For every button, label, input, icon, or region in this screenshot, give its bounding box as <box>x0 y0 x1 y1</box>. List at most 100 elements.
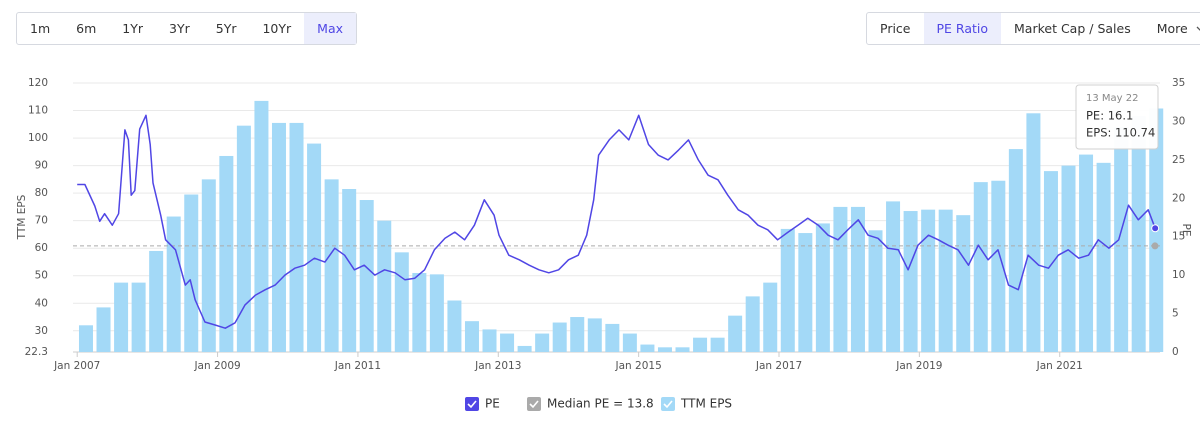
bar <box>903 211 918 352</box>
bar <box>622 333 637 352</box>
y-tick-label: 30 <box>35 325 48 337</box>
button-label: 5Yr <box>215 21 237 36</box>
y-tick-label: 40 <box>35 297 48 309</box>
legend-item[interactable]: PE <box>465 397 500 412</box>
bar <box>184 194 199 352</box>
bar <box>921 209 936 352</box>
bar <box>991 180 1006 352</box>
bar <box>78 325 93 352</box>
range-button[interactable]: 3Yr <box>156 13 203 44</box>
y-tick-label: 90 <box>35 160 48 172</box>
x-tick-label: Jan 2009 <box>193 360 240 372</box>
y2-tick-label: 0 <box>1172 346 1179 358</box>
bar <box>728 315 743 352</box>
median-dot <box>1151 242 1159 250</box>
bar <box>254 100 269 352</box>
legend-item[interactable]: TTM EPS <box>661 397 732 412</box>
y-tick-label: 100 <box>28 132 48 144</box>
legend-label: PE <box>485 397 500 411</box>
chevron <box>1196 26 1200 32</box>
range-button[interactable]: 10Yr <box>249 13 304 44</box>
bar <box>693 337 708 352</box>
bar <box>1008 149 1023 352</box>
bar <box>271 122 286 352</box>
bar <box>114 282 129 352</box>
bar <box>657 347 672 352</box>
tooltip-box <box>1075 84 1159 150</box>
x-tick-label: Jan 2019 <box>895 360 942 372</box>
button-label: 1Yr <box>122 21 144 36</box>
bar <box>886 201 901 352</box>
button-label: Max <box>317 21 344 36</box>
range-button[interactable]: 5Yr <box>203 13 250 44</box>
bar <box>1131 116 1146 352</box>
bar <box>342 189 357 352</box>
y2-tick-label: 15 <box>1172 231 1185 243</box>
y2-tick-label: 10 <box>1172 269 1185 281</box>
bar <box>745 296 760 352</box>
bar <box>605 323 620 352</box>
bar <box>500 333 515 352</box>
bar <box>973 182 988 352</box>
y-tick-label: 70 <box>35 215 48 227</box>
bar <box>236 125 251 352</box>
bar <box>482 329 497 352</box>
y2-tick-label: 20 <box>1172 192 1185 204</box>
y2-tick-label: 5 <box>1172 308 1179 320</box>
bar <box>289 122 304 352</box>
legend-item[interactable]: Median PE = 13.8 <box>527 397 654 412</box>
button-label: 10Yr <box>262 21 292 36</box>
bar <box>956 215 971 352</box>
bar <box>429 274 444 352</box>
tooltip-item: EPS: 110.74 <box>1086 126 1155 140</box>
y2-axis-title: PE <box>1180 224 1192 237</box>
bar <box>464 321 479 352</box>
range-button[interactable]: Max <box>304 13 357 44</box>
range-selector: 1m 6m 1Yr 3Yr 5Yr 10Yr Max <box>16 12 358 45</box>
y-tick-label: 60 <box>35 242 48 254</box>
x-tick-label: Jan 2021 <box>1036 360 1083 372</box>
bar <box>1114 127 1129 352</box>
bar <box>815 223 830 352</box>
range-button[interactable]: 6m <box>63 13 109 44</box>
y-tick-label: 50 <box>35 270 48 282</box>
bar <box>675 347 690 352</box>
bar <box>307 143 322 352</box>
bar <box>1096 162 1111 352</box>
bar <box>96 307 111 352</box>
bar <box>377 220 392 352</box>
button-label: 3Yr <box>169 21 190 36</box>
metric-button[interactable]: PE Ratio <box>923 13 1002 44</box>
legend-check <box>663 400 673 409</box>
legend-check <box>467 400 477 409</box>
bar <box>517 345 532 352</box>
legend-label: Median PE = 13.8 <box>547 397 654 411</box>
y2-tick-label: 35 <box>1172 77 1185 89</box>
legend-label: TTM EPS <box>680 397 732 411</box>
bar <box>131 282 146 352</box>
legend-checkbox <box>527 397 541 411</box>
metric-button[interactable]: More <box>1144 13 1200 44</box>
bar <box>1061 165 1076 352</box>
bar <box>447 300 462 352</box>
x-tick-label: Jan 2017 <box>755 360 802 372</box>
range-button[interactable]: 1Yr <box>109 13 156 44</box>
bar <box>868 230 883 352</box>
legend-check <box>529 400 539 409</box>
bar <box>763 282 778 352</box>
y-axis-title: TTM EPS <box>16 194 28 240</box>
bar <box>1026 113 1041 352</box>
bar <box>798 233 813 352</box>
y-tick-label: 120 <box>28 77 48 89</box>
tooltip: 13 May 22 PE: 16.1 EPS: 110.74 <box>1075 84 1159 150</box>
tooltip-date: 13 May 22 <box>1086 93 1138 104</box>
bar <box>640 344 655 352</box>
bar <box>710 337 725 352</box>
metric-button[interactable]: Market Cap / Sales <box>1001 13 1144 44</box>
range-button[interactable]: 1m <box>17 13 63 44</box>
metric-selector: Price PE Ratio Market Cap / Sales More <box>866 12 1200 45</box>
bar <box>412 272 427 352</box>
y2-tick-label: 30 <box>1172 115 1185 127</box>
x-tick-label: Jan 2007 <box>53 360 100 372</box>
metric-button[interactable]: Price <box>867 13 924 44</box>
